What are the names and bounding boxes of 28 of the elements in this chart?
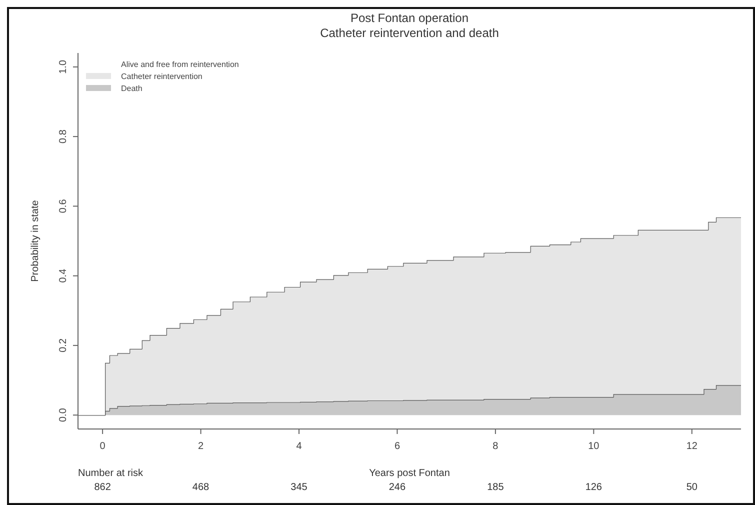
text: 185 [487,482,504,493]
y-tick-label: 1.0 [58,60,69,74]
x-tick-label: 6 [394,441,400,452]
y-tick-label: 0.8 [58,129,69,144]
x-tick-label: 0 [100,441,106,452]
text: 345 [290,482,308,493]
x-tick-label: 10 [588,441,600,452]
chart-subtitle: Catheter reintervention and death [320,26,499,40]
legend-label: Death [121,84,142,93]
y-tick-label: 0.2 [58,338,69,352]
text: 862 [94,482,112,493]
x-tick-label: 4 [296,441,302,452]
text: 50 [686,482,698,493]
x-axis-title: Years post Fontan [369,468,450,479]
text: 468 [192,482,210,493]
x-tick-label: 12 [686,441,698,452]
text: Number at risk [78,468,144,479]
x-tick-label: 8 [492,441,499,452]
legend-label: Catheter reintervention [121,72,202,81]
y-tick-label: 0.4 [58,268,69,283]
text: 246 [388,482,406,493]
y-axis-title: Probability in state [30,200,41,282]
y-tick-label: 0.6 [58,198,69,214]
series-label: Alive and free from reintervention [121,60,239,69]
x-tick-label: 2 [198,441,204,452]
y-tick-label: 0.0 [58,408,69,422]
text: 126 [585,482,602,493]
chart-title: Post Fontan operation [350,11,469,25]
